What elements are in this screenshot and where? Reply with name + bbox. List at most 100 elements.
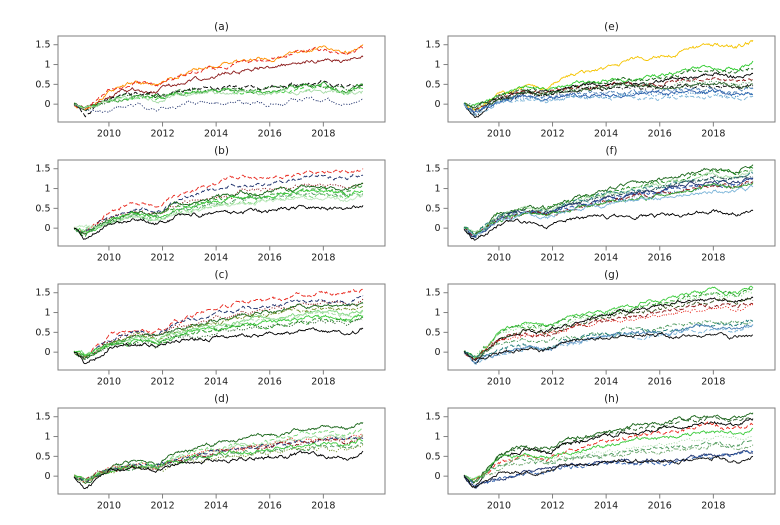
y-tick-label: 0.5 [35, 79, 50, 90]
y-tick-label: 1.5 [35, 164, 50, 175]
series-darkgreen2-line [463, 415, 754, 483]
x-tick-label: 2016 [258, 377, 282, 387]
series-green2-line [463, 443, 754, 483]
series-darkred-line [463, 302, 754, 361]
x-tick-label: 2018 [701, 501, 725, 511]
x-tick-label: 2018 [311, 377, 335, 387]
series-darkgreen-line [73, 422, 364, 485]
series-palegreen-line [463, 435, 754, 480]
series-darkred-line [74, 298, 364, 360]
panel-a-title: (a) [214, 21, 229, 33]
x-tick-label: 2010 [487, 129, 511, 139]
panel-d-title: (d) [214, 393, 229, 405]
series-limegreen-line [463, 427, 754, 481]
y-tick-label: 1 [44, 308, 50, 319]
y-tick-label: 1 [434, 60, 440, 71]
series-darkred-line [464, 76, 754, 113]
series-steelblue-line [463, 86, 754, 113]
y-tick-label: 0.5 [35, 203, 50, 214]
series-darkred-line [73, 182, 364, 235]
series-seagreen-line [73, 442, 364, 482]
x-tick-label: 2010 [97, 253, 121, 263]
y-tick-label: 1 [434, 184, 440, 195]
panel-f-chart: (f) 0 0.5 1 1.5 2010 2012 2014 2016 2018 [425, 145, 776, 263]
series-limegreen-line [73, 313, 364, 357]
x-tick-label: 2012 [150, 129, 174, 139]
x-tick-label: 2012 [540, 501, 564, 511]
x-tick-label: 2016 [258, 253, 282, 263]
panel-f-title: (f) [606, 145, 618, 157]
x-tick-label: 2010 [487, 377, 511, 387]
x-tick-label: 2010 [97, 501, 121, 511]
series-navy-line [73, 435, 364, 483]
x-tick-label: 2014 [594, 129, 618, 139]
panel-a-chart: (a) 0 0.5 1 1.5 2010 2012 2014 2016 2018 [35, 21, 386, 139]
panel-c-chart: (c) 0 0.5 1 1.5 2010 2012 2014 2016 2018 [35, 269, 386, 387]
series-limegreen-line [73, 188, 364, 233]
series-green-line [73, 316, 364, 357]
y-tick-label: 1.5 [425, 40, 440, 51]
x-tick-label: 2010 [487, 253, 511, 263]
x-tick-label: 2012 [150, 253, 174, 263]
series-red-line [73, 46, 364, 111]
x-tick-label: 2014 [204, 501, 228, 511]
series-darkgreen-line [463, 67, 754, 111]
series-seagreen-line [464, 440, 754, 483]
series-darkslate-line [463, 175, 754, 239]
plot-box [57, 159, 386, 247]
series-lightblue-line [463, 324, 754, 365]
x-tick-label: 2012 [540, 253, 564, 263]
series-green-line [463, 182, 754, 236]
x-tick-label: 2016 [648, 377, 672, 387]
plot-box [57, 35, 386, 123]
series-red-line [73, 168, 364, 233]
series-royalblue-line [463, 450, 754, 487]
series-red-line [463, 421, 754, 481]
y-tick-label: 0 [434, 471, 440, 482]
series-group [463, 164, 754, 241]
plot-box [447, 283, 776, 371]
series-royalblue-line [463, 88, 754, 113]
x-tick-label: 2012 [150, 377, 174, 387]
y-tick-label: 0 [44, 471, 50, 482]
series-navy-line [73, 294, 364, 359]
series-palegreen-line [463, 169, 754, 233]
x-tick-label: 2016 [648, 129, 672, 139]
panel-h-chart: (h) 0 0.5 1 1.5 2010 2012 2014 2016 2018 [425, 393, 776, 511]
series-navy-line [74, 96, 364, 113]
series-group [73, 422, 364, 490]
x-tick-label: 2016 [648, 501, 672, 511]
series-group [73, 168, 364, 240]
y-tick-label: 0 [44, 223, 50, 234]
plot-box [57, 283, 386, 371]
panel-c-title: (c) [215, 269, 229, 281]
series-lightblue-line [463, 93, 754, 116]
y-tick-label: 1 [44, 184, 50, 195]
y-tick-label: 1 [434, 308, 440, 319]
series-black2-line [463, 331, 754, 362]
plot-box [447, 35, 776, 123]
series-palegreen-line [73, 310, 364, 356]
x-tick-label: 2010 [97, 129, 121, 139]
y-tick-label: 1.5 [35, 412, 50, 423]
x-tick-label: 2014 [204, 253, 228, 263]
series-black-line [463, 72, 754, 119]
series-black-line [73, 327, 364, 365]
x-tick-label: 2018 [701, 253, 725, 263]
series-olive-line [73, 305, 364, 358]
series-limegreen-line [73, 438, 364, 480]
panel-b-chart: (b) 0 0.5 1 1.5 2010 2012 2014 2016 2018 [35, 145, 386, 263]
x-tick-label: 2018 [701, 377, 725, 387]
series-green-line [74, 81, 364, 109]
panel-g-chart: (g) 0 0.5 1 1.5 2010 2012 2014 2016 2018 [425, 269, 776, 387]
series-navy-line [464, 177, 754, 238]
x-tick-label: 2018 [311, 129, 335, 139]
x-tick-label: 2010 [97, 377, 121, 387]
x-tick-label: 2018 [311, 501, 335, 511]
series-darkred-line [464, 180, 754, 236]
y-tick-label: 0 [434, 99, 440, 110]
y-tick-label: 0 [434, 347, 440, 358]
series-olive-line [73, 444, 364, 485]
x-tick-label: 2018 [701, 129, 725, 139]
y-tick-label: 1 [44, 60, 50, 71]
